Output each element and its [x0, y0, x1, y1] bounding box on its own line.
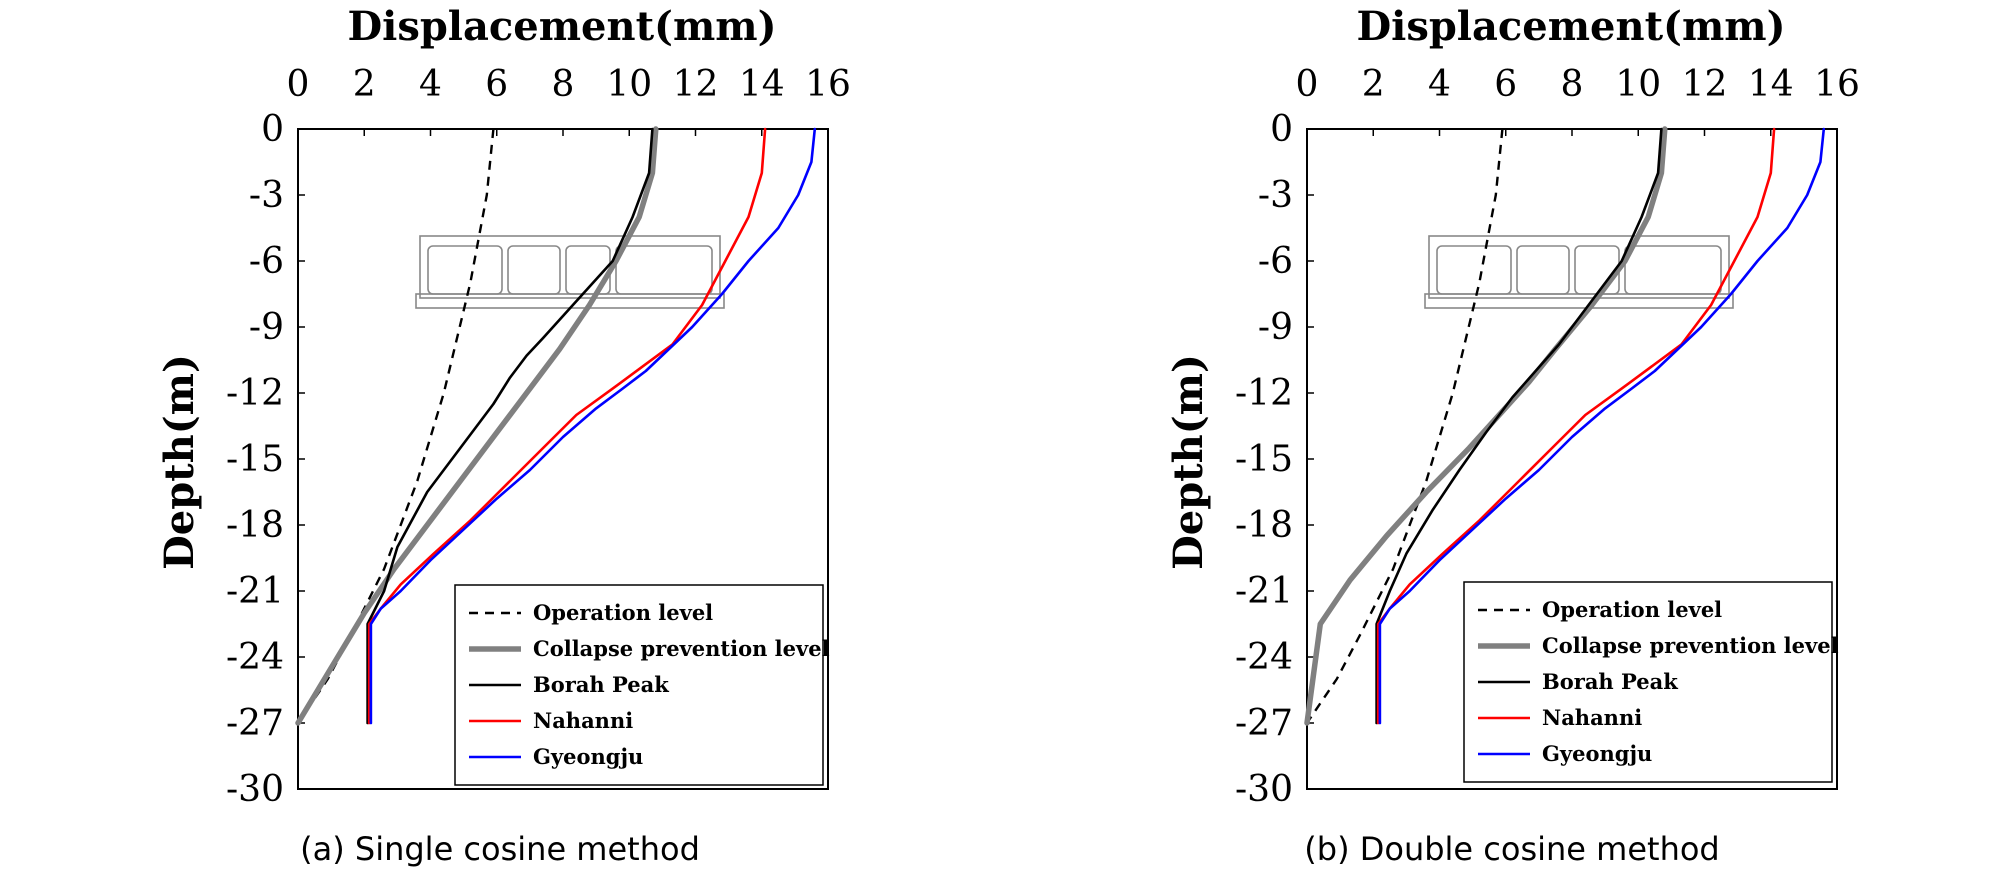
y-tick-label: -30: [1235, 769, 1293, 810]
tunnel-cell-2: [507, 245, 561, 295]
x-tick-labels: 0 2 4 6 8 10 12 14 16: [1296, 64, 1860, 105]
tunnel-cell-4: [615, 245, 713, 295]
y-tick-label: -12: [226, 373, 284, 414]
x-tick-label: 14: [1748, 64, 1794, 105]
x-tick-label: 16: [805, 64, 851, 105]
y-axis-title: Depth(m): [1165, 354, 1212, 570]
tunnel-box-diagram: [1424, 235, 1734, 309]
y-tick-label: -24: [1235, 637, 1293, 678]
series-line-operation-level: [1306, 128, 1504, 724]
x-tick-label: 16: [1814, 64, 1860, 105]
x-axis-title: Displacement(mm): [347, 3, 776, 50]
tunnel-cell-4: [1624, 245, 1722, 295]
y-tick-label: -21: [226, 571, 284, 612]
x-tick-label: 10: [1615, 64, 1661, 105]
x-tick-label: 12: [673, 64, 719, 105]
series-line-gyeongju: [1378, 127, 1826, 725]
x-tick-label: 6: [1494, 64, 1517, 105]
panel-double-cosine: Displacement(mm) Depth(m) 0 2 4 6 8 10 12 14 16 …: [1165, 3, 1860, 868]
legend-label: Operation level: [1542, 597, 1722, 622]
legend-label: Operation level: [533, 600, 713, 625]
y-tick-label: -30: [226, 769, 284, 810]
series-line-collapse-prevention-level: [295, 126, 659, 726]
y-tick-label: -27: [226, 703, 284, 744]
y-tick-label: -3: [249, 175, 284, 216]
tunnel-outer-frame: [419, 235, 721, 299]
x-tick-label: 2: [1362, 64, 1385, 105]
y-tick-label: -15: [1235, 439, 1293, 480]
legend: Operation level Collapse prevention level…: [1463, 581, 1839, 783]
y-tick-label: -9: [1258, 307, 1293, 348]
tunnel-cell-1: [1436, 245, 1512, 295]
y-tick-label: -9: [249, 307, 284, 348]
y-tick-label: -3: [1258, 175, 1293, 216]
series-line-collapse-prevention-level: [1304, 126, 1668, 726]
legend-label: Borah Peak: [1542, 669, 1678, 694]
series-line-nahanni: [367, 127, 767, 725]
legend-label: Nahanni: [1542, 705, 1642, 730]
tunnel-cell-2: [1516, 245, 1570, 295]
x-tick-label: 8: [1561, 64, 1584, 105]
y-tick-label: -18: [226, 505, 284, 546]
panel-caption: (a) Single cosine method: [300, 830, 700, 868]
y-axis-title: Depth(m): [156, 354, 203, 570]
panel-single-cosine: Displacement(mm) Depth(m) 0 2 4 6 8 10 12 14 16 …: [156, 3, 851, 868]
y-tick-labels: 0 -3 -6 -9 -12 -15 -18 -21 -24 -27 -30: [1235, 109, 1293, 810]
tunnel-base-slab: [415, 293, 725, 309]
series-line-borah-peak: [366, 127, 654, 725]
x-tick-label: 6: [485, 64, 508, 105]
x-tick-label: 14: [739, 64, 785, 105]
y-tick-label: -18: [1235, 505, 1293, 546]
x-tick-label: 0: [1296, 64, 1319, 105]
x-tick-label: 10: [606, 64, 652, 105]
tunnel-outer-frame: [1428, 235, 1730, 299]
y-tick-label: -21: [1235, 571, 1293, 612]
legend-label: Gyeongju: [1542, 741, 1652, 766]
legend-label: Borah Peak: [533, 672, 669, 697]
legend-label: Nahanni: [533, 708, 633, 733]
y-tick-label: -12: [1235, 373, 1293, 414]
y-tick-label: -15: [226, 439, 284, 480]
y-tick-label: 0: [1270, 109, 1293, 150]
y-tick-label: -27: [1235, 703, 1293, 744]
series-line-nahanni: [1376, 127, 1776, 725]
x-tick-label: 0: [287, 64, 310, 105]
x-tick-label: 2: [353, 64, 376, 105]
legend-label: Collapse prevention level: [1542, 633, 1839, 658]
y-tick-label: 0: [261, 109, 284, 150]
y-tick-label: -24: [226, 637, 284, 678]
legend-label: Collapse prevention level: [533, 636, 830, 661]
series-line-borah-peak: [1375, 127, 1663, 725]
data-series: [295, 126, 817, 726]
x-axis-title: Displacement(mm): [1356, 3, 1785, 50]
y-tick-label: -6: [1258, 241, 1293, 282]
panel-caption: (b) Double cosine method: [1304, 830, 1719, 868]
y-tick-label: -6: [249, 241, 284, 282]
tunnel-box-diagram: [415, 235, 725, 309]
legend-label: Gyeongju: [533, 744, 643, 769]
x-tick-label: 4: [1428, 64, 1451, 105]
tunnel-cell-1: [427, 245, 503, 295]
tick-marks: [1306, 128, 1838, 790]
x-tick-label: 12: [1682, 64, 1728, 105]
x-tick-label: 4: [419, 64, 442, 105]
tunnel-cell-3: [1574, 245, 1620, 295]
x-tick-labels: 0 2 4 6 8 10 12 14 16: [287, 64, 851, 105]
y-tick-labels: 0 -3 -6 -9 -12 -15 -18 -21 -24 -27 -30: [226, 109, 284, 810]
legend: Operation level Collapse prevention level…: [454, 584, 830, 786]
x-tick-label: 8: [552, 64, 575, 105]
data-series: [1304, 126, 1826, 726]
tick-marks: [297, 128, 829, 790]
series-line-gyeongju: [369, 127, 817, 725]
tunnel-base-slab: [1424, 293, 1734, 309]
